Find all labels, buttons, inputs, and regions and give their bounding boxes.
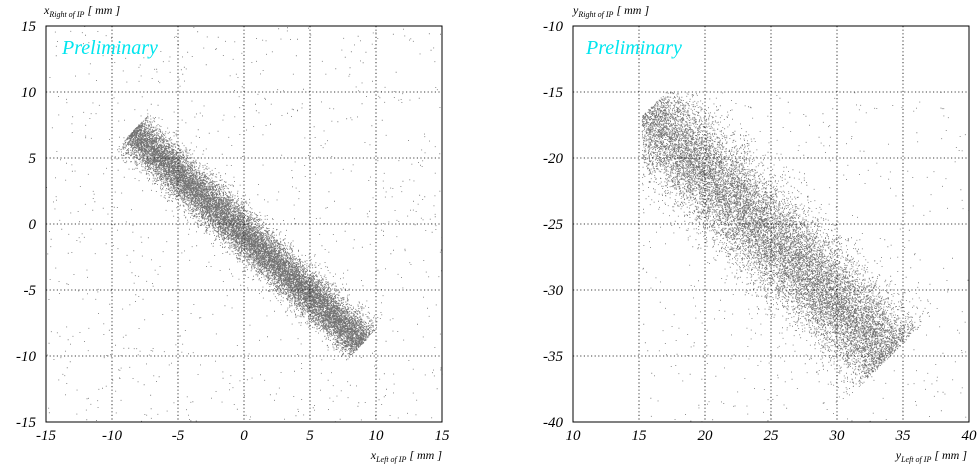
x-tick-label: -5: [172, 428, 185, 444]
right-plot-border: [572, 25, 970, 423]
right-scatter-panel: 10 15 20 25 30 35 40 -40 -35 -30 -25 -20 -15 -10 Pre…: [543, 3, 977, 464]
y-tick-label: -25: [543, 217, 563, 233]
x-tick-label: 15: [435, 428, 451, 444]
y-tick-label: 0: [29, 217, 37, 233]
left-data-points: [46, 26, 443, 423]
right-x-axis-var: y: [895, 448, 902, 462]
x-tick-label: 25: [764, 428, 780, 444]
right-x-axis-unit: [ mm ]: [934, 448, 967, 462]
left-y-axis-sub: Right of IP: [48, 10, 84, 19]
left-scatter-panel: -15 -10 -5 0 5 10 15 -15 -10 -5 0 5 10 15 Preliminar…: [16, 3, 450, 464]
x-tick-label: 40: [962, 428, 977, 444]
right-y-tick-labels: -40 -35 -30 -25 -20 -15 -10: [543, 19, 563, 431]
right-y-axis-unit: [ mm ]: [616, 3, 649, 17]
y-tick-label: 15: [21, 19, 37, 35]
right-y-axis-sub: Right of IP: [577, 10, 613, 19]
left-x-axis-label: xLeft of IP[ mm ]: [370, 448, 443, 464]
x-tick-label: -10: [102, 428, 122, 444]
left-y-axis-label: xRight of IP[ mm ]: [43, 3, 120, 19]
left-x-axis-unit: [ mm ]: [409, 448, 442, 462]
x-tick-label: 0: [240, 428, 248, 444]
left-y-axis-var: x: [43, 3, 50, 17]
right-x-axis-label: yLeft of IP[ mm ]: [895, 448, 968, 464]
x-tick-label: 10: [369, 428, 385, 444]
y-tick-label: -35: [543, 349, 563, 365]
y-tick-label: -10: [543, 19, 563, 35]
right-x-axis-sub: Left of IP: [900, 455, 931, 464]
left-y-axis-unit: [ mm ]: [87, 3, 120, 17]
y-tick-label: -20: [543, 151, 563, 167]
left-plot-border: [45, 25, 443, 423]
y-tick-label: 5: [29, 151, 37, 167]
y-tick-label: -30: [543, 283, 563, 299]
x-tick-label: 20: [698, 428, 714, 444]
left-x-axis-sub: Left of IP: [375, 455, 406, 464]
y-tick-label: -40: [543, 415, 563, 431]
x-tick-label: 30: [829, 428, 846, 444]
scatter-points: [641, 92, 970, 423]
x-tick-label: 35: [895, 428, 912, 444]
y-tick-label: 10: [21, 85, 37, 101]
left-x-axis-var: x: [370, 448, 377, 462]
left-y-tick-labels: -15 -10 -5 0 5 10 15: [16, 19, 37, 431]
x-tick-label: -15: [36, 428, 56, 444]
y-tick-label: -15: [16, 415, 36, 431]
right-data-points: [641, 92, 970, 423]
y-tick-label: -5: [24, 283, 37, 299]
right-y-axis-label: yRight of IP[ mm ]: [572, 3, 649, 19]
right-y-axis-var: y: [572, 3, 579, 17]
y-tick-label: -15: [543, 85, 563, 101]
scatter-points: [46, 26, 443, 423]
right-preliminary-watermark: Preliminary: [585, 37, 682, 59]
left-grid: [46, 26, 442, 422]
y-tick-label: -10: [16, 349, 36, 365]
x-tick-label: 5: [306, 428, 314, 444]
left-x-tick-labels: -15 -10 -5 0 5 10 15: [36, 428, 450, 444]
x-tick-label: 10: [566, 428, 582, 444]
left-preliminary-watermark: Preliminary: [61, 37, 158, 59]
x-tick-label: 15: [632, 428, 648, 444]
right-x-tick-labels: 10 15 20 25 30 35 40: [566, 428, 977, 444]
